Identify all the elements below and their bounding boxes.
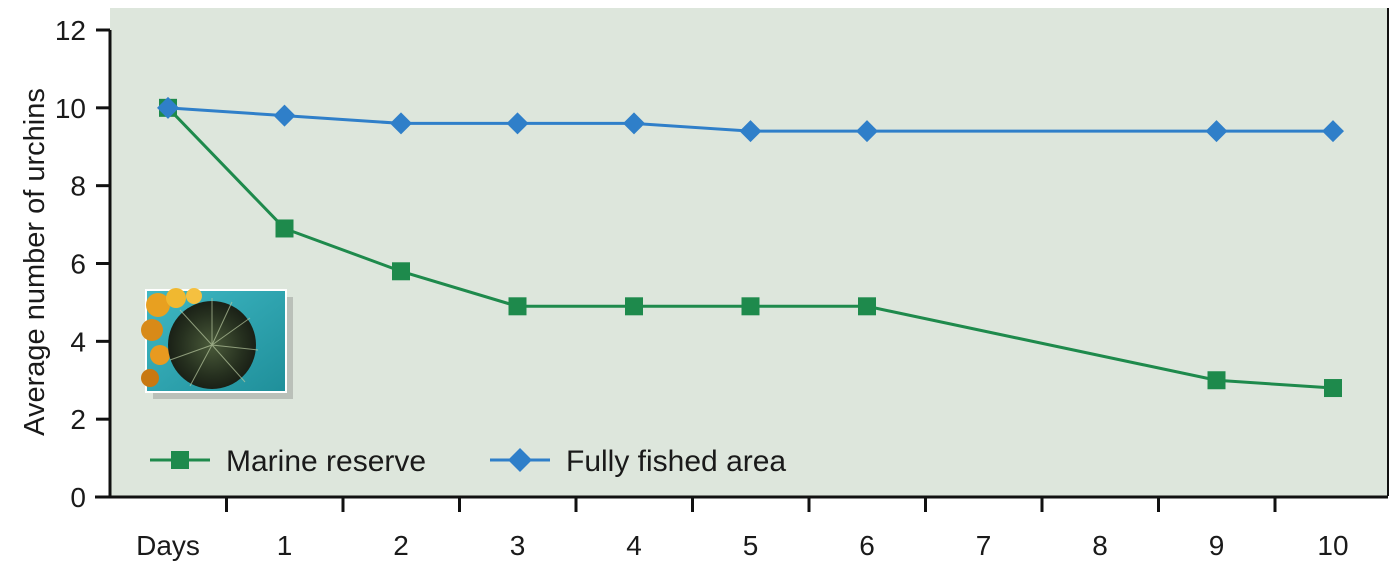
x-tick-label: 9 [1209, 530, 1225, 561]
legend-label-marine-reserve: Marine reserve [226, 445, 426, 478]
data-point-fully-fished-area [856, 120, 878, 143]
x-tick-label: 1 [277, 530, 293, 561]
legend: Marine reserve Fully fished area [150, 445, 786, 478]
data-point-marine-reserve [1207, 371, 1226, 390]
data-point-fully-fished-area [273, 104, 296, 127]
y-tick-label: 8 [70, 171, 86, 202]
x-ticks: Days 1 2 3 4 5 6 7 8 9 10 [136, 497, 1349, 561]
x-tick-label: 10 [1317, 530, 1348, 561]
x-tick-label: 2 [393, 530, 409, 561]
y-tick-label: 4 [70, 326, 86, 357]
legend-item-marine-reserve: Marine reserve [150, 445, 426, 478]
y-tick-label: 12 [55, 15, 86, 46]
data-point-fully-fished-area [157, 96, 179, 119]
x-tick-label: 3 [510, 530, 526, 561]
y-tick-label: 10 [55, 93, 86, 124]
legend-label-fully-fished-area: Fully fished area [566, 445, 786, 478]
y-tick-label: 6 [70, 249, 86, 280]
data-point-fully-fished-area [739, 120, 762, 143]
data-point-fully-fished-area [1205, 120, 1228, 143]
x-tick-label: 5 [743, 530, 759, 561]
data-point-marine-reserve [625, 297, 643, 316]
data-point-marine-reserve [1324, 379, 1342, 398]
y-tick-label: 0 [70, 482, 86, 513]
y-axis-label: Average number of urchins [19, 88, 51, 436]
series-layer [157, 96, 1344, 398]
data-point-marine-reserve [741, 297, 760, 316]
x-tick-label: Days [136, 530, 200, 561]
x-tick-label: 8 [1092, 530, 1108, 561]
data-point-marine-reserve [508, 297, 527, 316]
sea-urchin-photo [141, 288, 293, 399]
data-point-fully-fished-area [1322, 120, 1344, 143]
data-point-fully-fished-area [390, 112, 412, 135]
plot-area [110, 8, 1388, 496]
x-tick-label: 4 [626, 530, 642, 561]
x-tick-label: 7 [976, 530, 992, 561]
data-point-marine-reserve [392, 262, 410, 281]
x-tick-label: 6 [859, 530, 875, 561]
y-ticks: 0 2 4 6 8 10 12 [55, 15, 110, 513]
data-point-marine-reserve [275, 219, 294, 238]
data-point-marine-reserve [858, 297, 876, 316]
data-point-fully-fished-area [623, 112, 645, 135]
legend-item-fully-fished-area: Fully fished area [490, 445, 786, 478]
y-tick-label: 2 [70, 404, 86, 435]
data-point-fully-fished-area [506, 112, 529, 135]
